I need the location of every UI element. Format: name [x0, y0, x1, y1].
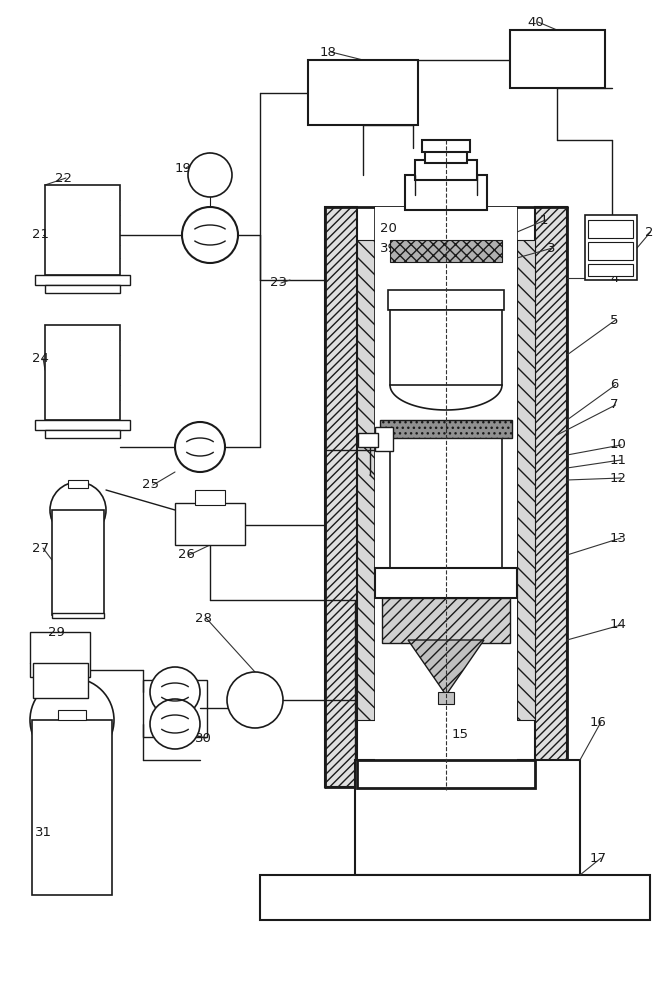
Circle shape: [175, 422, 225, 472]
Bar: [52, 613, 104, 618]
Bar: [45, 430, 120, 438]
Text: 4: 4: [610, 271, 618, 284]
Text: p: p: [206, 229, 214, 241]
Bar: [355, 760, 580, 875]
Bar: [30, 632, 90, 677]
Text: 39: 39: [380, 241, 397, 254]
Bar: [585, 215, 637, 280]
Text: 9: 9: [462, 504, 470, 516]
Circle shape: [150, 699, 200, 749]
Bar: [390, 240, 502, 262]
Bar: [33, 663, 88, 698]
Bar: [35, 275, 130, 285]
Bar: [308, 60, 418, 125]
Text: 31: 31: [35, 826, 52, 838]
Bar: [195, 490, 225, 505]
Text: 3: 3: [547, 241, 555, 254]
Text: 17: 17: [590, 852, 607, 864]
Text: 40: 40: [527, 15, 544, 28]
Text: 2: 2: [645, 226, 654, 238]
Text: 16: 16: [590, 716, 607, 728]
Text: 20: 20: [380, 222, 397, 234]
Circle shape: [50, 482, 106, 538]
Circle shape: [188, 153, 232, 197]
Circle shape: [150, 667, 200, 717]
Text: 22: 22: [55, 172, 72, 184]
Bar: [358, 433, 378, 447]
Bar: [380, 420, 512, 438]
Bar: [438, 692, 454, 704]
Bar: [260, 875, 650, 920]
Bar: [390, 438, 502, 568]
Bar: [32, 720, 112, 895]
Text: 12: 12: [610, 472, 627, 485]
Bar: [375, 568, 517, 598]
Text: 6: 6: [610, 378, 618, 391]
Text: 28: 28: [195, 611, 212, 624]
Text: 15: 15: [452, 728, 469, 742]
Text: 19: 19: [175, 161, 192, 174]
Bar: [45, 285, 120, 293]
Bar: [390, 310, 502, 385]
Text: 27: 27: [32, 542, 49, 554]
Text: 1: 1: [540, 214, 549, 227]
Bar: [375, 427, 393, 451]
Bar: [58, 710, 86, 720]
Text: 10: 10: [610, 438, 627, 452]
Polygon shape: [408, 640, 484, 695]
Bar: [510, 30, 605, 88]
Circle shape: [227, 672, 283, 728]
Text: 23: 23: [270, 276, 287, 290]
Bar: [35, 420, 130, 430]
Bar: [588, 242, 633, 260]
Circle shape: [30, 678, 114, 762]
Text: 11: 11: [610, 454, 627, 466]
Bar: [425, 148, 467, 163]
Text: 13: 13: [610, 532, 627, 544]
Bar: [415, 160, 477, 180]
Text: 21: 21: [32, 229, 49, 241]
Text: 14: 14: [610, 618, 627, 632]
Bar: [535, 207, 567, 787]
Bar: [325, 207, 357, 787]
Bar: [45, 325, 120, 420]
Text: 7: 7: [610, 398, 619, 412]
Text: 25: 25: [142, 479, 159, 491]
Bar: [143, 680, 207, 737]
Bar: [357, 240, 375, 720]
Bar: [517, 240, 535, 720]
Text: p: p: [207, 170, 213, 180]
Bar: [382, 598, 510, 643]
Text: 24: 24: [32, 352, 49, 364]
Bar: [588, 220, 633, 238]
Text: 18: 18: [320, 45, 337, 58]
Bar: [588, 264, 633, 276]
Circle shape: [182, 207, 238, 263]
Text: 5: 5: [610, 314, 619, 326]
Text: p: p: [251, 694, 259, 706]
Bar: [175, 503, 245, 545]
Bar: [52, 510, 104, 615]
Text: 8: 8: [462, 482, 470, 494]
Bar: [68, 480, 88, 488]
Text: 30: 30: [195, 732, 212, 744]
Bar: [357, 760, 535, 788]
Text: 29: 29: [48, 626, 65, 639]
Bar: [388, 290, 504, 310]
Text: 26: 26: [178, 548, 195, 562]
Bar: [375, 207, 517, 787]
Bar: [405, 175, 487, 210]
Bar: [422, 140, 470, 152]
Bar: [45, 185, 120, 275]
